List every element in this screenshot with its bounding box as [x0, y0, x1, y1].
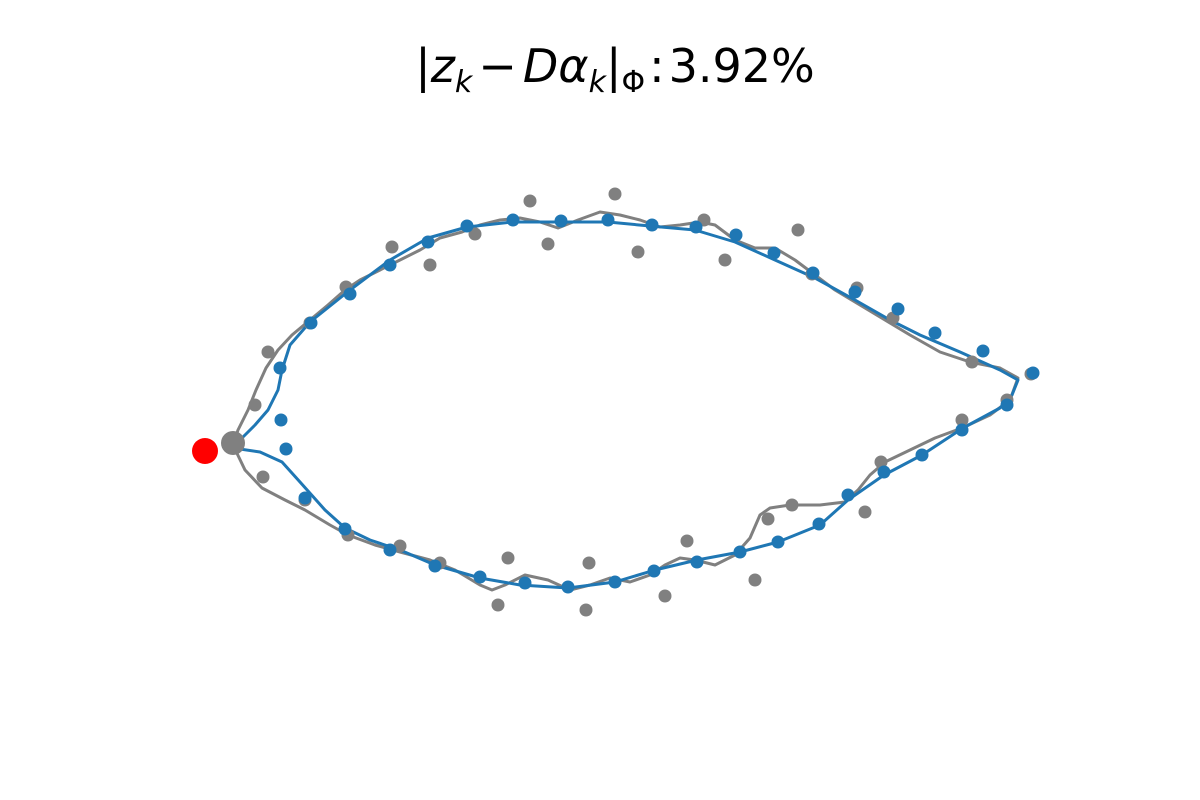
reconstructed-sample-point [767, 246, 781, 260]
reconstructed-sample-point [915, 448, 929, 462]
noisy-sample-point [874, 455, 888, 469]
reconstructed-sample-point [518, 576, 532, 590]
reconstructed-sample-point [645, 218, 659, 232]
noisy-sample-point [680, 534, 694, 548]
reconstructed-sample-point [279, 442, 293, 456]
noisy-sample-point [785, 498, 799, 512]
noisy-sample-point [631, 245, 645, 259]
reconstructed-sample-point [841, 488, 855, 502]
reconstructed-sample-point [298, 491, 312, 505]
title-minus: − [478, 39, 517, 93]
noisy-sample-point [221, 431, 245, 455]
chart-title: |zk − Dαk|Φ:3.92% [415, 39, 814, 100]
noisy-sample-point [658, 589, 672, 603]
reconstructed-sample-point [771, 535, 785, 549]
reconstructed-sample-point [812, 517, 826, 531]
reconstructed-sample-point [976, 344, 990, 358]
start-point [192, 438, 218, 464]
noisy-sample-point [582, 556, 596, 570]
noisy-sample-point [261, 345, 275, 359]
reconstructed-sample-point [877, 465, 891, 479]
reconstructed-sample-point [554, 214, 568, 228]
reconstructed-sample-point [608, 575, 622, 589]
reconstructed-sample-point [647, 564, 661, 578]
reconstructed-sample-point [561, 580, 575, 594]
reconstructed-sample-point [506, 213, 520, 227]
reconstructed-sample-point [274, 413, 288, 427]
reconstructed-sample-point [848, 285, 862, 299]
noisy-sample-point [385, 240, 399, 254]
reconstructed-sample-point [689, 220, 703, 234]
reconstructed-sample-point [273, 361, 287, 375]
noisy-sample-point [501, 551, 515, 565]
reconstructed-sample-point [601, 213, 615, 227]
noisy-sample-point [748, 573, 762, 587]
noisy-sample-point [718, 253, 732, 267]
reconstructed-sample-point [891, 302, 905, 316]
reconstructed-sample-point [421, 235, 435, 249]
noisy-sample-point [491, 598, 505, 612]
title-alpha: α [558, 39, 588, 93]
reconstructed-sample-point [338, 522, 352, 536]
reconstructed-sample-point [473, 570, 487, 584]
plot-area [192, 187, 1040, 617]
noisy-sample-point [608, 187, 622, 201]
reconstructed-sample-point [928, 326, 942, 340]
title-bar-right: | [606, 39, 622, 94]
title-value: 3.92% [669, 39, 815, 93]
reconstructed-sample-point [383, 543, 397, 557]
title-z: z [430, 39, 456, 93]
noisy-sample-point [423, 258, 437, 272]
title-D: D [523, 39, 558, 93]
reconstructed-sample-point [1000, 398, 1014, 412]
noisy-sample-point [791, 223, 805, 237]
reconstructed-sample-point [690, 555, 704, 569]
title-bar-left: | [415, 39, 431, 94]
noisy-sample-point [541, 237, 555, 251]
noisy-sample-point [761, 512, 775, 526]
noisy-sample-point [393, 539, 407, 553]
noisy-sample-point [858, 505, 872, 519]
reconstructed-sample-point [733, 545, 747, 559]
reconstructed-sample-point [343, 287, 357, 301]
reconstructed-sample-point [460, 219, 474, 233]
noisy-sample-point [523, 194, 537, 208]
noisy-sample-point [579, 603, 593, 617]
noisy-sample-point [256, 470, 270, 484]
reconstructed-sample-point [1026, 366, 1040, 380]
title-sub-phi: Φ [621, 65, 645, 100]
reconstructed-sample-point [383, 258, 397, 272]
title-sub-k2: k [589, 65, 608, 100]
noisy-sample-point [468, 227, 482, 241]
title-sub-k: k [455, 65, 474, 100]
reconstructed-sample-point [806, 266, 820, 280]
noisy-sample-point [965, 355, 979, 369]
noisy-sample-point [248, 398, 262, 412]
reconstructed-sample-point [304, 316, 318, 330]
reconstructed-sample-point [428, 559, 442, 573]
reconstructed-sample-point [729, 228, 743, 242]
title-colon: : [649, 39, 665, 93]
noisy-sample-point [955, 413, 969, 427]
reconstructed-contour-line [231, 220, 1020, 590]
reconstructed-sample-point [955, 423, 969, 437]
